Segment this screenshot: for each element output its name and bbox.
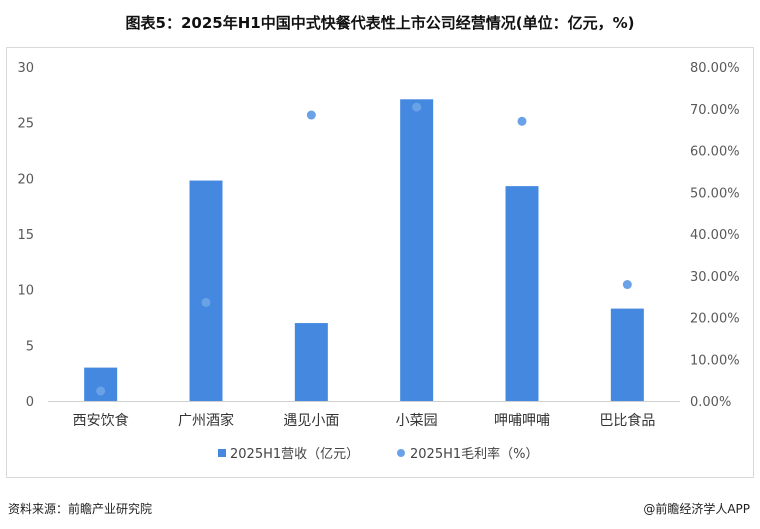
y-left-tick-label: 20 — [17, 172, 34, 187]
bar-revenue — [505, 186, 539, 401]
x-category-label: 遇见小面 — [283, 413, 339, 429]
legend-label-revenue: 2025H1营收（亿元） — [230, 447, 359, 462]
y-left-tick-label: 0 — [26, 395, 34, 410]
x-category-label: 小菜园 — [396, 413, 438, 429]
y-right-tick-label: 30.00% — [690, 270, 740, 285]
bar-revenue — [84, 367, 118, 401]
credit-note: @前瞻经济学人APP — [643, 502, 750, 516]
dot-gross-margin — [96, 386, 106, 396]
legend-swatch-margin — [397, 449, 405, 457]
y-left-tick-label: 10 — [17, 284, 34, 299]
y-left-tick-label: 25 — [17, 117, 34, 132]
dot-gross-margin — [622, 280, 632, 290]
y-right-tick-label: 10.00% — [690, 353, 740, 368]
y-right-tick-label: 70.00% — [690, 103, 740, 118]
x-category-label: 广州酒家 — [178, 412, 234, 429]
y-left-tick-label: 5 — [26, 339, 34, 354]
legend-swatch-revenue — [218, 449, 226, 457]
y-left-tick-label: 30 — [17, 61, 34, 76]
y-right-tick-label: 60.00% — [690, 145, 740, 160]
dot-gross-margin — [306, 110, 316, 120]
dot-gross-margin — [201, 297, 211, 307]
dot-gross-margin — [517, 116, 527, 126]
x-category-label: 西安饮食 — [73, 412, 129, 429]
x-category-label: 巴比食品 — [599, 412, 655, 429]
bar-revenue — [189, 180, 223, 401]
y-right-tick-label: 0.00% — [690, 395, 731, 410]
chart-frame — [6, 47, 754, 478]
bar-revenue — [610, 308, 644, 401]
bar-revenue — [400, 99, 434, 401]
y-right-tick-label: 40.00% — [690, 228, 740, 243]
bar-revenue — [294, 323, 328, 401]
y-left-tick-label: 15 — [17, 228, 34, 243]
chart-title: 图表5：2025年H1中国中式快餐代表性上市公司经营情况(单位：亿元，%) — [125, 14, 635, 32]
dot-gross-margin — [412, 102, 422, 112]
y-right-tick-label: 20.00% — [690, 312, 740, 327]
x-category-label: 呷哺呷哺 — [494, 413, 550, 429]
source-note: 资料来源：前瞻产业研究院 — [8, 502, 153, 516]
legend-label-margin: 2025H1毛利率（%） — [410, 446, 538, 462]
y-right-tick-label: 80.00% — [690, 61, 740, 76]
y-right-tick-label: 50.00% — [690, 186, 740, 201]
